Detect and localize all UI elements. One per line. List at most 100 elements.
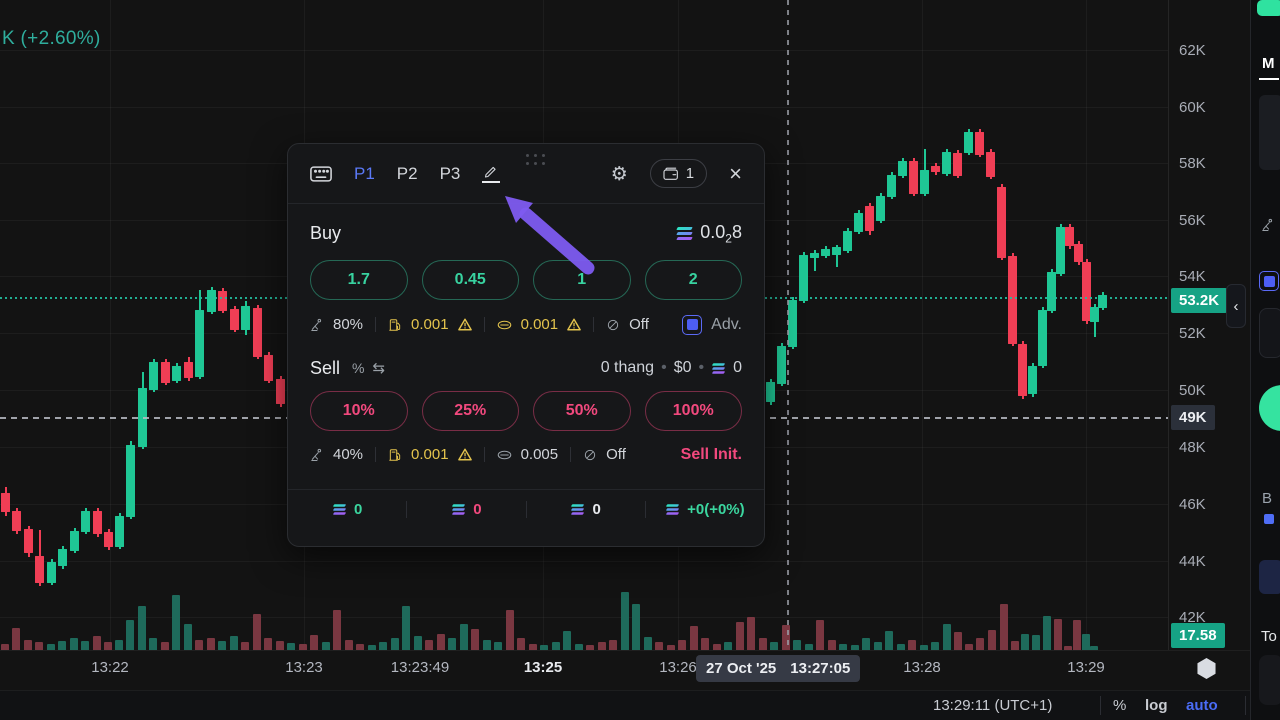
buy-preset-button[interactable]: 0.45 (421, 259, 519, 300)
priority-fee-icon (388, 318, 402, 332)
buy-priority-fee-value[interactable]: 0.001 (411, 316, 449, 334)
volume-bar (690, 626, 698, 650)
solana-icon (332, 504, 347, 515)
dock-to-label: To (1261, 628, 1277, 645)
sell-initial-button[interactable]: Sell Init. (680, 445, 742, 463)
volume-bar (448, 638, 456, 650)
volume-bar (621, 592, 629, 650)
dock-box-fragment[interactable] (1259, 308, 1280, 358)
volume-bar (839, 644, 847, 650)
volume-bar (609, 640, 617, 650)
usd-balance: $0 (673, 359, 692, 377)
buy-preset-button[interactable]: 1 (533, 259, 631, 300)
dock-green-button[interactable] (1257, 0, 1280, 16)
time-axis-label: 13:29 (1067, 659, 1105, 676)
buy-preset-button[interactable]: 2 (644, 259, 742, 300)
dock-input-fragment[interactable] (1259, 95, 1280, 170)
volume-bar (207, 638, 215, 650)
priority-fee-icon (388, 448, 402, 462)
solana-icon (676, 227, 693, 241)
preset-tab-p3[interactable]: P3 (439, 163, 461, 183)
dock-b-label: B (1262, 490, 1273, 507)
drag-handle-dots[interactable] (526, 154, 545, 165)
sell-mode-swap-icon[interactable]: ⇆ (372, 359, 386, 378)
price-axis-label: 42K (1179, 609, 1206, 626)
log-scale-button[interactable]: log (1145, 697, 1168, 714)
dock-box-fragment[interactable] (1259, 655, 1280, 705)
sell-mev-value[interactable]: Off (606, 446, 626, 464)
volume-bar (976, 638, 984, 650)
sell-preset-button[interactable]: 100% (644, 390, 742, 431)
sell-preset-button[interactable]: 25% (421, 390, 519, 431)
market-status-hexagon-icon[interactable] (1197, 658, 1216, 679)
volume-bar (1082, 634, 1090, 650)
volume-bar (988, 630, 996, 650)
buy-preset-buttons: 1.7 0.45 1 2 (288, 259, 764, 300)
preset-tab-p2[interactable]: P2 (396, 163, 418, 183)
sell-preset-button[interactable]: 10% (310, 390, 408, 431)
volume-value-tag: 17.58 (1171, 623, 1225, 648)
time-axis-label: 13:25 (523, 659, 563, 676)
volume-bar (552, 642, 560, 650)
volume-bar (299, 644, 307, 650)
right-dock-panel: M B To (1250, 0, 1280, 720)
price-axis[interactable]: 62K 60K 58K 56K 54K 52K 50K 48K 46K 44K 42K 53.2K … (1168, 0, 1250, 650)
sell-position-summary: 0 thang • $0 • 0 (600, 359, 742, 377)
auto-scale-button[interactable]: auto (1186, 697, 1218, 714)
volume-bar (58, 641, 66, 650)
volume-bar (437, 634, 445, 650)
volume-bar (322, 642, 330, 650)
buy-slippage-value[interactable]: 80% (333, 316, 364, 334)
price-axis-label: 54K (1179, 268, 1206, 285)
volume-bar (356, 644, 364, 650)
volume-bar (598, 642, 606, 650)
volume-bar (954, 632, 962, 650)
chart-status-bar: 13:29:11 (UTC+1) % log auto (0, 690, 1250, 720)
volume-bar (759, 638, 767, 650)
h-gridline (0, 561, 1168, 562)
percent-scale-button[interactable]: % (1113, 697, 1127, 714)
buy-preset-button[interactable]: 1.7 (310, 259, 408, 300)
volume-bar (770, 642, 778, 650)
volume-bar (828, 640, 836, 650)
volume-bar (724, 642, 732, 650)
sell-bribe-value[interactable]: 0.005 (520, 446, 559, 464)
buy-bribe-value[interactable]: 0.001 (520, 316, 559, 334)
sell-priority-fee-value[interactable]: 0.001 (411, 446, 449, 464)
volume-bar (805, 644, 813, 650)
buy-mev-value[interactable]: Off (629, 316, 649, 334)
edit-preset-pencil-icon[interactable] (482, 164, 501, 183)
advanced-checkbox[interactable] (682, 314, 703, 335)
dock-navy-button[interactable] (1259, 560, 1280, 594)
volume-bar (172, 595, 180, 650)
preset-tab-p1[interactable]: P1 (354, 163, 375, 183)
quick-trade-panel: P1 P2 P3 ⚙ 1 × Buy 0.028 1.7 0.45 1 2 (287, 143, 765, 547)
panel-stats-footer: 0 0 0 +0(+0%) (288, 488, 764, 530)
dock-buy-circle-button[interactable] (1259, 385, 1280, 431)
volume-bar (965, 644, 973, 650)
panel-collapse-handle[interactable]: ‹ (1226, 284, 1246, 328)
time-axis[interactable]: 13:22 13:23 13:23:49 13:25 13:26 13:28 13:29 2… (0, 650, 1250, 690)
volume-bar (149, 638, 157, 650)
mev-off-icon (606, 318, 620, 332)
dock-tab-underline (1259, 78, 1279, 80)
token-balance: 0 thang (600, 359, 655, 377)
price-axis-label: 58K (1179, 155, 1206, 172)
sell-slippage-value[interactable]: 40% (333, 446, 364, 464)
time-axis-label: 13:26 (659, 659, 697, 676)
volume-bar (506, 610, 514, 650)
sell-mode-percent[interactable]: % (352, 360, 365, 377)
sell-preset-button[interactable]: 50% (533, 390, 631, 431)
volume-bar (943, 624, 951, 650)
solana-icon (452, 504, 466, 515)
price-axis-label: 52K (1179, 325, 1206, 342)
dock-tab-market[interactable]: M (1262, 55, 1275, 72)
position-stat: 0 (525, 501, 645, 519)
settings-gear-icon[interactable]: ⚙ (610, 162, 628, 185)
hotkeys-keyboard-icon[interactable] (310, 165, 332, 183)
dock-checkbox[interactable] (1259, 271, 1279, 291)
wallet-selector[interactable]: 1 (649, 159, 708, 188)
close-icon[interactable]: × (729, 160, 742, 186)
volume-bar (425, 640, 433, 650)
